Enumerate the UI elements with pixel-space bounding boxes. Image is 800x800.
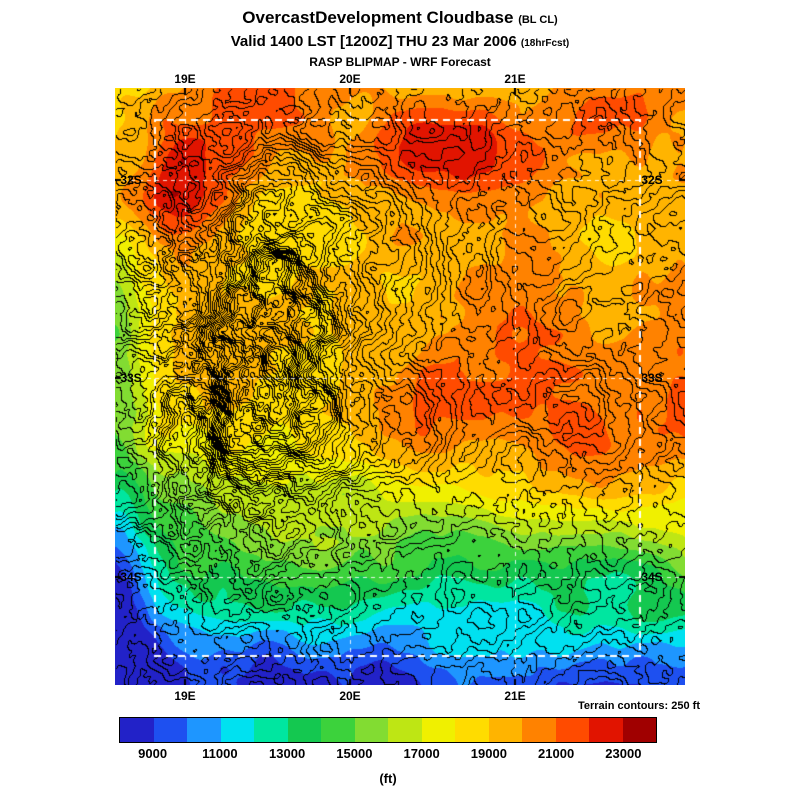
- colorbar-cell: [120, 718, 154, 742]
- cloudbase-contour-map: [115, 88, 685, 685]
- title-text: OvercastDevelopment Cloudbase: [242, 8, 514, 27]
- colorbar-cell: [555, 718, 589, 742]
- colorbar-label: 13000: [269, 746, 306, 761]
- colorbar-cell: [287, 718, 321, 742]
- colorbar-cell: [388, 718, 422, 742]
- valid-time-line: Valid 1400 LST [1200Z] THU 23 Mar 2006 (…: [0, 33, 800, 50]
- colorbar-cell: [354, 718, 388, 742]
- y-tick-left-34s: 34S: [120, 570, 142, 584]
- colorbar-cell: [522, 718, 556, 742]
- x-tick-top-20e: 20E: [339, 72, 361, 86]
- x-tick-bottom-20e: 20E: [339, 689, 361, 703]
- colorbar-label: 21000: [538, 746, 575, 761]
- colorbar-cell: [220, 718, 254, 742]
- forecast-hour-note: (18hrFcst): [520, 38, 570, 49]
- colorbar-cell: [622, 718, 656, 742]
- model-line: RASP BLIPMAP - WRF Forecast: [309, 55, 491, 69]
- colorbar-label: 17000: [403, 746, 440, 761]
- x-tick-bottom-19e: 19E: [174, 689, 196, 703]
- title-note: (BL CL): [518, 14, 558, 26]
- colorbar-label: 23000: [605, 746, 642, 761]
- colorbar-label: 15000: [336, 746, 373, 761]
- colorbar: [119, 717, 657, 743]
- colorbar-cell: [321, 718, 355, 742]
- forecast-map: [115, 88, 685, 685]
- colorbar-unit: (ft): [379, 771, 397, 786]
- terrain-contours-note: Terrain contours: 250 ft: [577, 700, 700, 712]
- x-tick-bottom-21e: 21E: [504, 689, 526, 703]
- colorbar-label: 9000: [138, 746, 168, 761]
- y-tick-left-33s: 33S: [120, 371, 142, 385]
- x-tick-top-19e: 19E: [174, 72, 196, 86]
- colorbar-cell: [254, 718, 288, 742]
- page-title: OvercastDevelopment Cloudbase (BL CL): [0, 8, 800, 28]
- colorbar-cell: [153, 718, 187, 742]
- colorbar-cell: [589, 718, 623, 742]
- colorbar-cell: [455, 718, 489, 742]
- y-tick-right-34s: 34S: [641, 570, 663, 584]
- colorbar-cell: [488, 718, 522, 742]
- colorbar-label: 19000: [470, 746, 507, 761]
- colorbar-cell: [187, 718, 221, 742]
- x-tick-top-21e: 21E: [504, 72, 526, 86]
- y-tick-right-33s: 33S: [641, 371, 663, 385]
- y-tick-left-32s: 32S: [120, 173, 142, 187]
- valid-text: Valid 1400 LST [1200Z] THU 23 Mar 2006: [230, 33, 517, 50]
- colorbar-labels: 9000 11000 13000 15000 17000 19000 21000…: [119, 746, 657, 761]
- colorbar-label: 11000: [202, 746, 238, 761]
- colorbar-cell: [421, 718, 455, 742]
- y-tick-right-32s: 32S: [641, 173, 663, 187]
